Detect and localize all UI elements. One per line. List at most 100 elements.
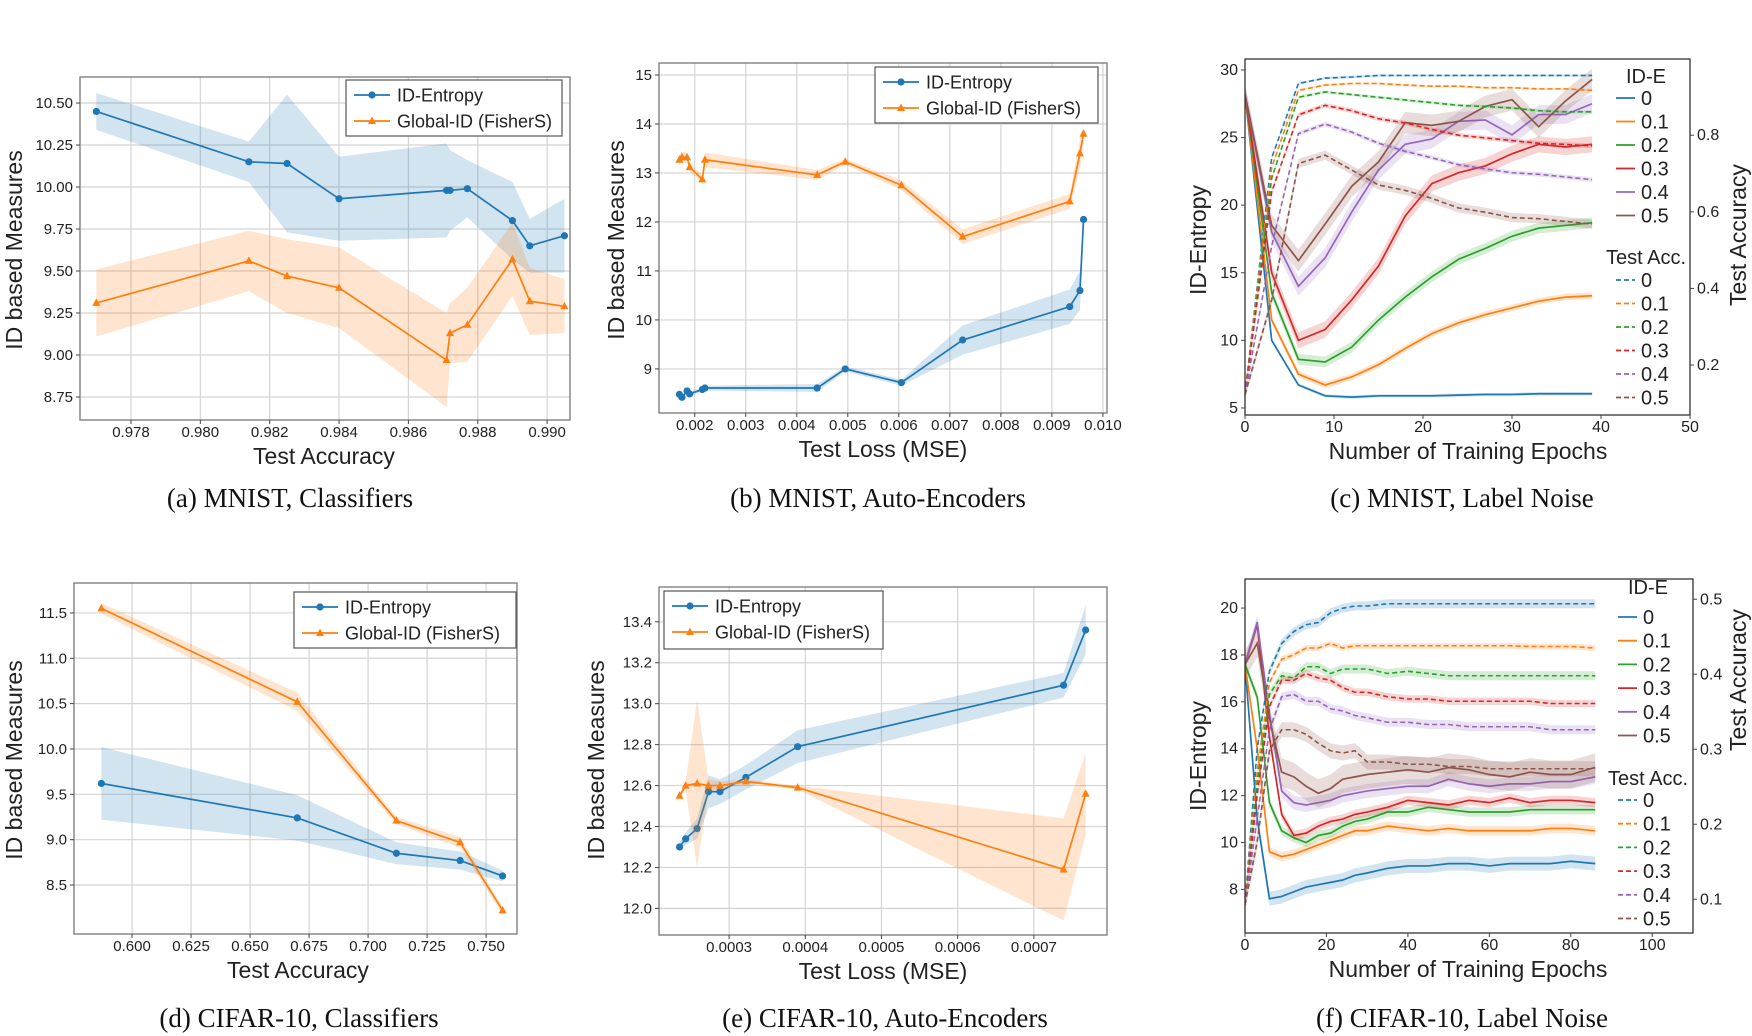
error-band [679,123,1084,245]
y-tick-label: 30 [1220,62,1238,79]
series-line [1245,94,1593,342]
series-0.5 [1245,68,1593,272]
y-axis-label: ID based Measures [1,150,27,349]
x-tick-label: 0.008 [982,417,1020,434]
y-tick-label: 14 [1220,741,1238,758]
legend-label: 0.2 [1643,837,1671,859]
error-band [679,214,1084,400]
series-global-id-fishers- [675,699,1090,921]
x-tick-label: 60 [1480,937,1498,954]
series-line [1245,621,1596,806]
data-point-circle [1059,681,1068,689]
legend-label: 0.2 [1643,654,1671,676]
x-tick-label: 0.675 [290,938,328,955]
legend: ID-Entropy Global-ID (FisherS) [293,591,517,649]
data-point-triangle [841,157,850,165]
y-tick-label: 20 [1220,197,1238,214]
error-band [679,605,1086,852]
data-point-circle [682,835,690,843]
x-tick-label: 0.005 [829,417,867,434]
series-line [1245,78,1593,263]
legend-box [874,66,1099,124]
y2-tick-label: 0.2 [1700,816,1722,833]
x-tick-label: 0.0006 [935,939,981,956]
y-tick-label: 9.25 [44,305,73,322]
y2-tick-label: 0.3 [1700,741,1722,758]
y-tick-label: 12.2 [623,859,652,876]
data-point-triangle [700,155,709,163]
y-tick-label: 12 [635,214,652,231]
legend: ID-Entropy Global-ID (FisherS) [663,590,884,650]
grid [659,587,1107,935]
data-point-triangle [685,162,694,171]
y-tick-label: 8.75 [44,389,73,406]
data-point-circle [1076,286,1084,295]
data-point-circle [841,365,849,373]
series-line [96,257,565,362]
x-tick-label: 0.980 [182,424,220,441]
legend-box [293,591,517,649]
chart-c: 0 10 20 30 40 50 5 10 15 20 25 30 0.2 0.4 0.6 0.8 Test A… [1185,58,1751,464]
plot-area [1245,599,1596,912]
series-0.2 [1245,659,1596,848]
series-line [1245,91,1593,395]
series-line [1245,640,1596,795]
x-tick-label: 0.625 [172,938,210,955]
legend-label: ID-Entropy [926,73,1012,93]
x-tick-label: 0.650 [231,938,269,955]
legend-label: Global-ID (FisherS) [715,623,870,643]
data-point-triangle [508,254,517,263]
series-line [1245,104,1593,395]
series-id-entropy [675,214,1088,401]
series-line [1245,642,1596,905]
x-tick-label: 0.0003 [706,939,752,956]
legend-label: 0 [1643,790,1654,812]
y-tick-label: 13.4 [623,614,652,631]
data-point-circle [958,336,967,344]
x-axis-label: Test Loss (MSE) [799,958,968,984]
data-point-triangle [293,697,302,705]
y-tick-label: 11.0 [39,650,67,667]
data-point-triangle [793,783,802,791]
data-point-triangle [1081,789,1090,797]
data-point-triangle [704,781,713,789]
y-tick-label: 12.6 [623,778,652,795]
legend-label: 0.5 [1643,909,1671,931]
data-point-circle [92,107,100,116]
y-tick-label: 13.2 [623,655,652,672]
data-point-circle [675,843,684,851]
series-id-entropy [92,92,569,273]
x-axis-label: Number of Training Epochs [1329,956,1608,982]
data-point-circle [293,814,301,822]
x-tick-label: 50 [1681,419,1699,436]
data-point-triangle [686,627,694,635]
series-line [1245,665,1596,905]
data-point-triangle [456,837,465,846]
y-axis-label: ID based Measures [583,660,609,859]
data-point-triangle [368,116,376,124]
data-point-triangle [1059,864,1068,873]
series-test-acc-0.1 [1245,82,1593,396]
legend-title-test-acc: Test Acc. [1606,247,1686,269]
y-tick-label: 18 [1220,647,1238,664]
data-point-circle [897,78,905,86]
y2-tick-label: 0.4 [1700,666,1722,683]
data-point-triangle [92,298,101,306]
axes-frame [79,76,571,421]
data-point-circle [446,186,454,194]
data-point-triangle [1065,196,1074,205]
y2-axis-label: Test Accuracy [1725,609,1751,751]
x-tick-label: 0.988 [459,424,497,441]
legend-label: 0 [1641,88,1652,110]
y-tick-label: 12.0 [623,900,652,917]
legend: ID-Entropy Global-ID (FisherS) [874,66,1099,124]
series-test-acc-0.4 [1245,121,1593,397]
data-point-circle [686,390,694,398]
y-tick-label: 13 [635,165,652,182]
x-tick-label: 40 [1399,937,1417,954]
x-tick-label: 0.004 [778,417,816,434]
series-test-acc-0.5 [1245,150,1593,400]
legend-label: 0.3 [1643,861,1671,883]
